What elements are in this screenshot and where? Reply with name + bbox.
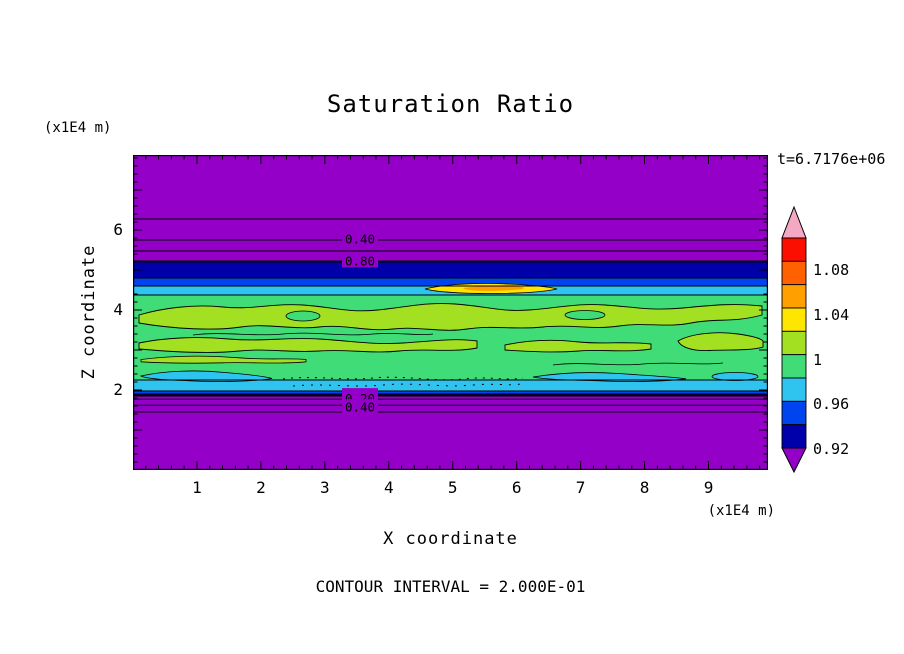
saturation-band [133,155,768,261]
colorbar-segment [781,400,807,426]
x-tick-label: 8 [639,478,650,497]
chartreuse-blob-right [677,332,764,352]
y-axis-unit-label: (x1E4 m) [44,120,112,136]
colorbar-over-arrow [781,205,807,239]
green-notch-1 [285,310,321,322]
saturation-band [133,278,768,286]
saturation-band [133,261,768,278]
x-tick-label: 6 [511,478,522,497]
chartreuse-band-mid-center [504,339,652,353]
colorbar-tick-label: 1.04 [813,305,850,324]
colorbar-segment [781,237,807,262]
colorbar-segment [781,354,807,379]
y-tick-label: 6 [113,220,123,239]
x-tick-label: 3 [320,478,330,497]
chartreuse-band-upper [138,303,763,331]
colorbar-segment [781,330,807,356]
x-tick-label: 5 [447,478,458,497]
colorbar-under-arrow [781,447,807,474]
x-axis-unit-label: (x1E4 m) [707,503,775,519]
x-tick-label: 1 [192,478,202,497]
y-tick-label: 4 [113,300,123,319]
contour-label: 0.80 [345,253,375,268]
saturation-band [133,396,768,470]
x-tick-label: 2 [256,478,266,497]
contour-field-features [138,283,764,387]
contour-label-bg [342,253,379,268]
saturation-band [133,380,768,391]
colorbar-segment [781,284,807,309]
contour-squiggle-2 [552,362,724,366]
cyan-patch-right [711,372,759,381]
x-tick-label: 4 [383,478,394,497]
contour-squiggle-1 [192,332,434,336]
plot-frame [133,155,768,470]
colorbar-segment [781,424,807,449]
contour-label: 0.40 [345,231,375,246]
colorbar-scale [781,205,807,474]
contour-label-bg [342,231,379,246]
colorbar-tick-label: 1 [813,350,823,369]
green-notch-2 [564,310,606,320]
chartreuse-band-mid-left [138,337,478,353]
x-axis-label: X coordinate [383,529,518,549]
contour-plot: 0.400.800.800.200.40 [133,155,768,470]
colorbar-tick-label: 0.96 [813,395,850,414]
contour-interval-label: CONTOUR INTERVAL = 2.000E-01 [315,577,586,596]
time-stamp-label: t=6.7176e+06 [777,150,886,168]
y-tick-label: 2 [113,380,123,399]
contour-speckles-2 [292,383,522,387]
x-tick-label: 7 [575,478,586,497]
colorbar-segment [781,260,807,286]
chart-title: Saturation Ratio [326,90,575,118]
contour-line-labels: 0.400.800.800.200.40 [342,231,379,414]
contour-speckles-1 [282,376,524,381]
colorbar-tick-label: 0.92 [813,440,850,459]
colorbar-tick-label: 1.08 [813,261,850,279]
orange-anomaly-blob [463,285,525,291]
colorbar-segment [781,377,807,402]
colorbar [781,205,807,474]
saturation-band [133,391,768,394]
contour-label-bg [342,399,379,414]
contour-label: 0.40 [345,399,375,414]
contour-lines [133,218,768,413]
colorbar-segment [781,307,807,332]
x-tick-label: 9 [703,478,714,497]
chartreuse-streak-lower-left [140,355,307,364]
